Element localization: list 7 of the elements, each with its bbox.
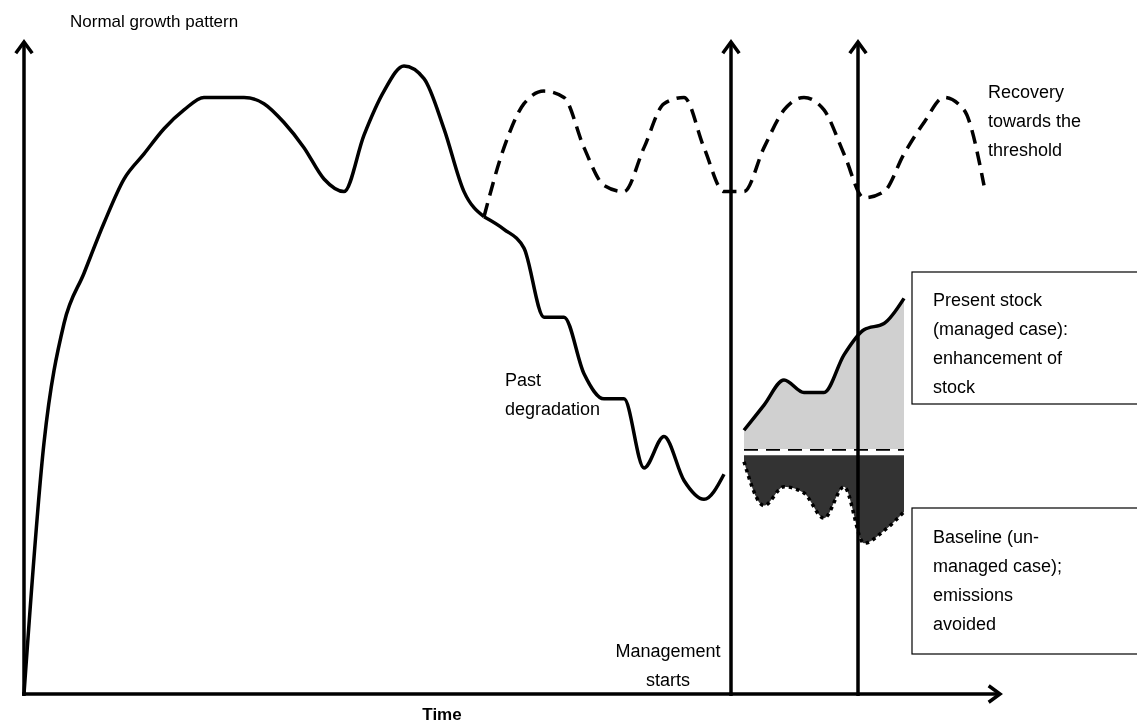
- annotation: Present stock (managed case): enhancement of stock: [933, 290, 1069, 397]
- annotation: Past degradation: [505, 370, 601, 419]
- x-axis-title: Time: [422, 705, 462, 724]
- annotation: Recovery towards the threshold: [988, 82, 1082, 160]
- y-axis-title: Normal growth pattern: [70, 12, 239, 31]
- annotation: Baseline (un-managed case); emissions avoided: [933, 527, 1063, 634]
- annotation: Management starts: [615, 641, 721, 690]
